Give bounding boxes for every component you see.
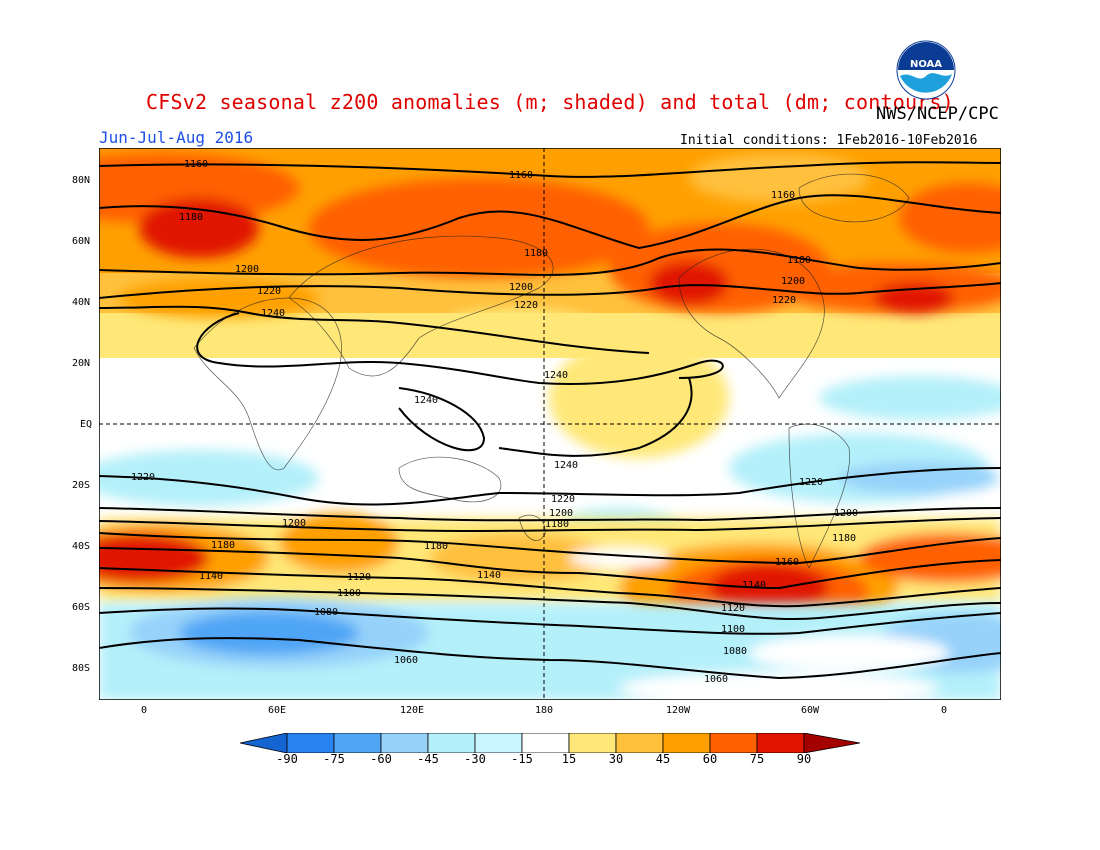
- contour-label: 1180: [211, 540, 235, 551]
- colorbar-label: -60: [370, 752, 392, 766]
- lon-label-0-east: 0: [941, 705, 948, 716]
- colorbar-segment: [756, 733, 805, 753]
- colorbar-segment: [474, 733, 523, 753]
- contour-label: 1180: [524, 248, 548, 259]
- contour-label: 1200: [549, 508, 573, 519]
- contour-label: 1240: [544, 370, 568, 381]
- lat-label-80s: 80S: [72, 663, 91, 674]
- contour-label: 1220: [131, 472, 155, 483]
- lon-label-120e: 120E: [400, 705, 425, 716]
- colorbar-label: 30: [608, 752, 624, 766]
- contour-label: 1180: [832, 533, 856, 544]
- contour-label: 1180: [545, 519, 569, 530]
- height-contours: [99, 161, 1001, 680]
- lat-label-40s: 40S: [72, 541, 91, 552]
- colorbar-label: 45: [655, 752, 671, 766]
- contour-label: 1240: [554, 460, 578, 471]
- season-label: Jun-Jul-Aug 2016: [99, 128, 254, 147]
- colorbar-label: -90: [276, 752, 298, 766]
- contour-label: 1080: [723, 646, 747, 657]
- noaa-logo: NOAA: [896, 40, 956, 100]
- lat-label-20n: 20N: [72, 358, 91, 369]
- contour-label: 1160: [771, 190, 795, 201]
- contour-label: 1060: [394, 655, 418, 666]
- anomaly-map: 1160 1160 1160 1180 1180 1180 1200 1200 …: [99, 148, 1001, 700]
- contour-label: 1120: [721, 603, 745, 614]
- colorbar-label: -15: [511, 752, 533, 766]
- lat-label-20s: 20S: [72, 480, 91, 491]
- lat-label-80n: 80N: [72, 175, 91, 186]
- lat-label-40n: 40N: [72, 297, 91, 308]
- initial-conditions-label: Initial conditions: 1Feb2016-10Feb2016: [680, 133, 978, 148]
- colorbar-label: -75: [323, 752, 345, 766]
- contour-label: 1200: [509, 282, 533, 293]
- colorbar-label: 75: [749, 752, 765, 766]
- colorbar-segment: [662, 733, 711, 753]
- colorbar-arrow-high: [803, 733, 860, 753]
- colorbar-label: 15: [561, 752, 577, 766]
- contour-label: 1220: [772, 295, 796, 306]
- contour-label: 1060: [704, 674, 728, 685]
- colorbar-arrow-low: [240, 733, 288, 753]
- colorbar-label: -45: [417, 752, 439, 766]
- contour-label: 1220: [514, 300, 538, 311]
- colorbar-segment: [709, 733, 758, 753]
- lat-label-60n: 60N: [72, 236, 91, 247]
- contour-label: 1160: [509, 170, 533, 181]
- colorbar-label: 60: [702, 752, 718, 766]
- contour-label: 1200: [235, 264, 259, 275]
- contour-label: 1200: [834, 508, 858, 519]
- colorbar-segment: [380, 733, 429, 753]
- colorbar-segment: [427, 733, 476, 753]
- lon-label-180: 180: [535, 705, 554, 716]
- colorbar-label: -30: [464, 752, 486, 766]
- contour-label: 1180: [424, 541, 448, 552]
- contour-label: 1180: [787, 255, 811, 266]
- lon-label-60w: 60W: [801, 705, 820, 716]
- contour-label: 1140: [199, 571, 223, 582]
- contour-label: 1240: [414, 395, 438, 406]
- colorbar-label: 90: [796, 752, 812, 766]
- coastlines: [193, 173, 910, 569]
- colorbar-segment: [333, 733, 382, 753]
- colorbar-segment: [521, 733, 570, 753]
- lon-label-60e: 60E: [268, 705, 287, 716]
- lat-label-eq: EQ: [80, 419, 93, 430]
- agency-label: NWS/NCEP/CPC: [876, 104, 999, 124]
- contour-label-group: 1160 1160 1160 1180 1180 1180 1200 1200 …: [131, 159, 858, 685]
- contour-label: 1080: [314, 607, 338, 618]
- contour-label: 1140: [742, 580, 766, 591]
- lon-label-120w: 120W: [666, 705, 691, 716]
- contour-label: 1160: [775, 557, 799, 568]
- contour-label: 1220: [799, 477, 823, 488]
- contour-label: 1160: [184, 159, 208, 170]
- map-title: CFSv2 seasonal z200 anomalies (m; shaded…: [146, 90, 954, 114]
- contour-label: 1200: [282, 518, 306, 529]
- contour-label: 1180: [179, 212, 203, 223]
- colorbar-segment: [286, 733, 335, 753]
- contour-label: 1100: [337, 588, 361, 599]
- contour-label: 1200: [781, 276, 805, 287]
- reference-lines: [99, 148, 1001, 700]
- contour-label: 1120: [347, 572, 371, 583]
- noaa-logo-text: NOAA: [910, 59, 942, 70]
- contour-label: 1220: [551, 494, 575, 505]
- contour-label: 1240: [261, 308, 285, 319]
- contour-label: 1140: [477, 570, 501, 581]
- lat-label-60s: 60S: [72, 602, 91, 613]
- colorbar-segment: [568, 733, 617, 753]
- colorbar-segments: [240, 733, 860, 753]
- colorbar-segment: [615, 733, 664, 753]
- colorbar: [240, 733, 860, 753]
- lon-label-0-west: 0: [141, 705, 148, 716]
- contour-label: 1100: [721, 624, 745, 635]
- contour-label: 1220: [257, 286, 281, 297]
